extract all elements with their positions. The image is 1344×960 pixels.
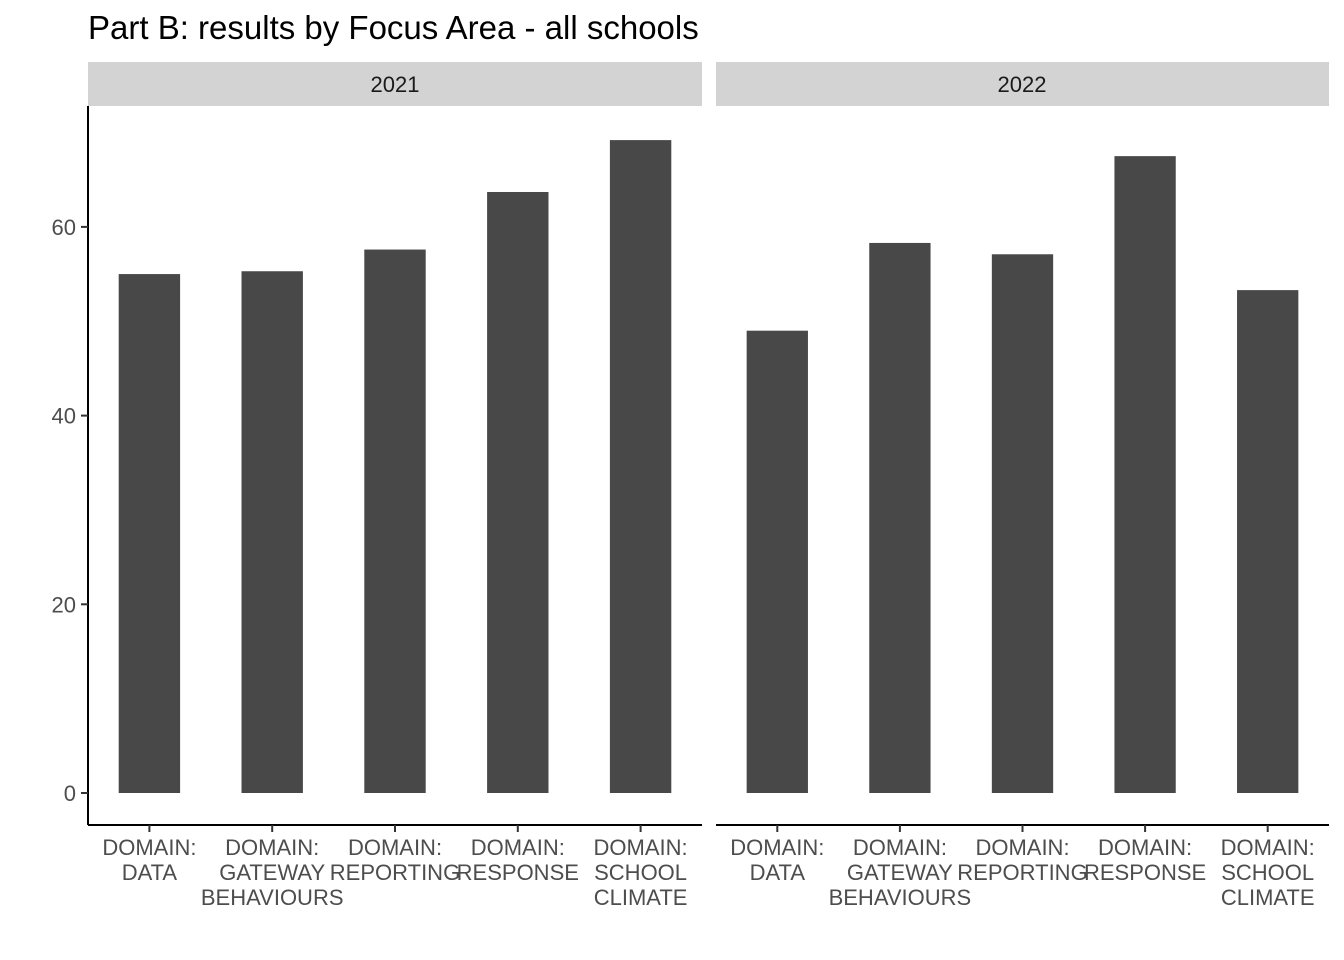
bar-2021-3 <box>364 249 426 793</box>
bar-2022-1 <box>746 330 808 793</box>
x-tick-label: DOMAIN: GATEWAY BEHAVIOURS <box>829 835 972 910</box>
strip-label-2022: 2022 <box>998 72 1047 97</box>
strip-2022 <box>716 62 1329 106</box>
bar-2021-4 <box>487 191 549 794</box>
strip-2021 <box>88 62 702 106</box>
x-tick-label: DOMAIN: RESPONSE <box>457 835 579 885</box>
x-tick-label: DOMAIN: GATEWAY BEHAVIOURS <box>201 835 344 910</box>
y-tick-label: 0 <box>64 781 76 806</box>
bar-2021-2 <box>241 271 303 793</box>
bar-2022-4 <box>1114 156 1176 793</box>
strip-label-2021: 2021 <box>371 72 420 97</box>
x-tick-label: DOMAIN: DATA <box>730 835 824 885</box>
y-tick-label: 60 <box>52 215 76 240</box>
bars <box>118 140 1299 794</box>
x-tick-label: DOMAIN: RESPONSE <box>1084 835 1206 885</box>
bar-2022-3 <box>991 254 1054 794</box>
bar-2021-1 <box>118 274 181 793</box>
chart-title: Part B: results by Focus Area - all scho… <box>88 9 699 46</box>
x-tick-label: DOMAIN: DATA <box>102 835 196 885</box>
y-tick-label: 40 <box>52 404 76 429</box>
x-tick-label: DOMAIN: REPORTING <box>957 835 1087 885</box>
bar-2021-5 <box>609 140 672 793</box>
y-tick-label: 20 <box>52 592 76 617</box>
x-tick-label: DOMAIN: SCHOOL CLIMATE <box>594 835 688 910</box>
bar-2022-5 <box>1237 290 1299 793</box>
x-tick-label: DOMAIN: SCHOOL CLIMATE <box>1221 835 1315 910</box>
x-tick-label: DOMAIN: REPORTING <box>330 835 460 885</box>
panel-2021: 2021 <box>88 62 702 106</box>
panel-2022: 2022 <box>716 62 1329 106</box>
bar-2022-2 <box>869 242 931 793</box>
